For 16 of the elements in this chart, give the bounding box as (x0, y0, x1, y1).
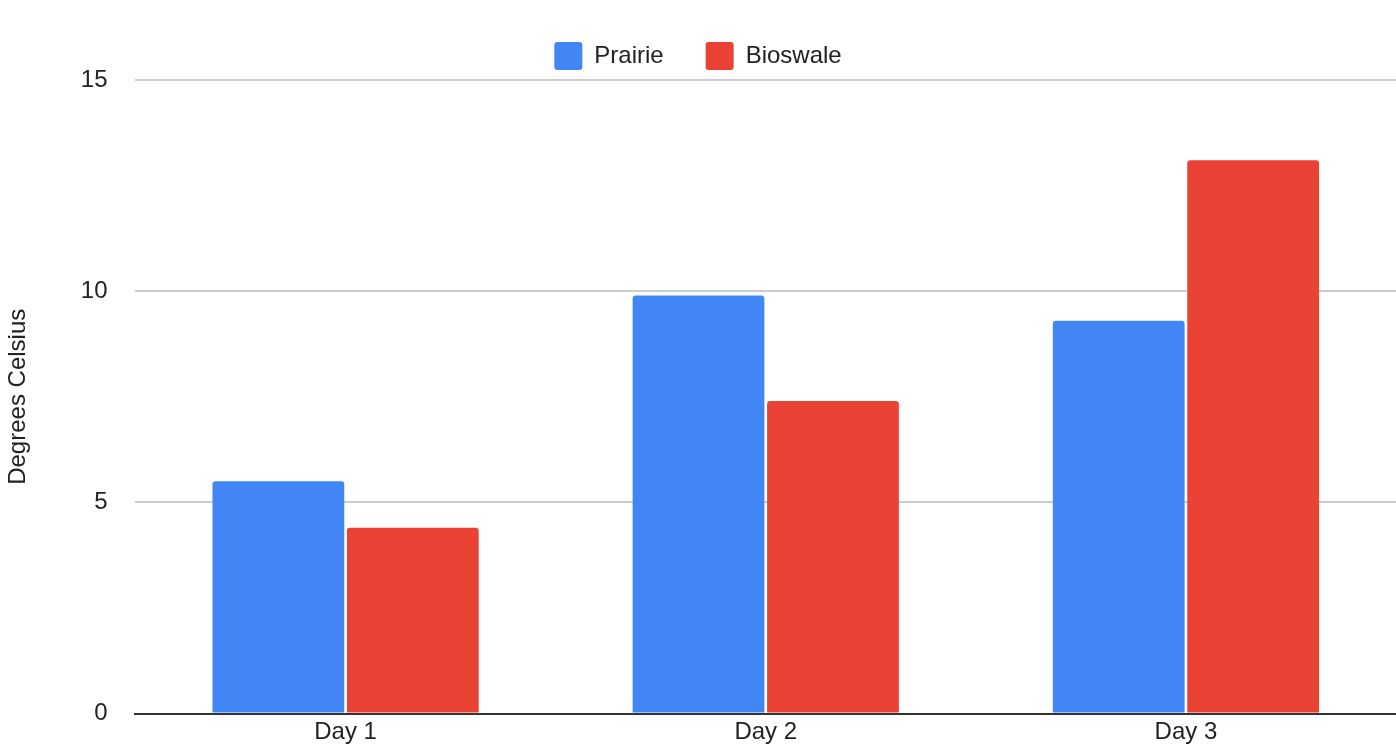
bar (1187, 160, 1320, 713)
y-tick-label: 15 (80, 64, 108, 92)
y-tick-label: 10 (80, 275, 108, 303)
y-tick-label: 0 (94, 698, 108, 726)
x-tick-label: Day 3 (1154, 716, 1218, 744)
x-tick-label: Day 1 (314, 716, 377, 744)
x-tick-label: Day 2 (734, 716, 798, 744)
y-axis-title: Degrees Celsius (3, 308, 31, 485)
bar (1052, 320, 1185, 713)
y-tick-label: 5 (94, 487, 108, 515)
legend-label: Bioswale (745, 40, 842, 68)
bar (346, 527, 479, 713)
legend-label: Prairie (594, 40, 664, 68)
bar (632, 295, 765, 713)
bar (767, 401, 899, 713)
bar (212, 481, 345, 713)
